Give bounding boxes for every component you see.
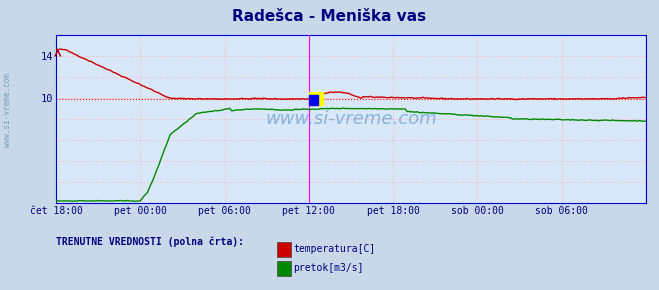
Text: www.si-vreme.com: www.si-vreme.com — [265, 110, 437, 128]
Text: www.si-vreme.com: www.si-vreme.com — [3, 73, 13, 147]
Text: TRENUTNE VREDNOSTI (polna črta):: TRENUTNE VREDNOSTI (polna črta): — [56, 236, 244, 247]
Text: temperatura[C]: temperatura[C] — [293, 244, 376, 254]
Text: pretok[m3/s]: pretok[m3/s] — [293, 263, 364, 273]
Text: Radešca - Meniška vas: Radešca - Meniška vas — [233, 9, 426, 24]
